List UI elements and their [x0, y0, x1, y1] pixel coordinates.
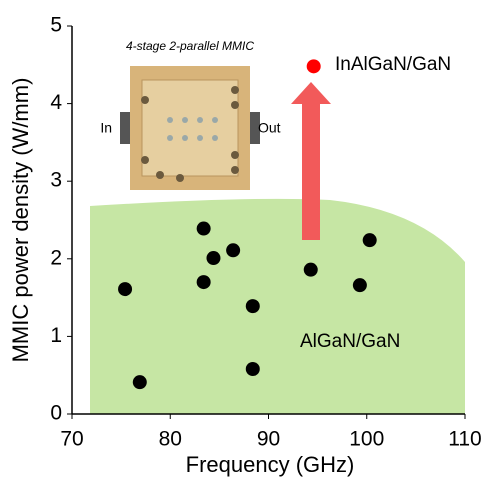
inset-in-label: In: [100, 120, 112, 136]
y-tick-label: 1: [50, 324, 62, 347]
y-tick-label: 0: [50, 402, 62, 425]
point: [196, 221, 211, 236]
point: [118, 282, 133, 297]
point: [352, 278, 367, 293]
point: [196, 275, 211, 290]
x-tick-label: 90: [257, 428, 280, 451]
inset-title: 4-stage 2-parallel MMIC: [126, 39, 254, 53]
arrow: [291, 82, 331, 240]
point: [226, 243, 241, 258]
x-tick-label: 70: [60, 428, 83, 451]
point: [206, 251, 221, 266]
point: [362, 233, 377, 248]
point: [303, 262, 318, 277]
y-tick-label: 2: [50, 246, 62, 269]
mmic-inset: 4-stage 2-parallel MMIC In Out: [100, 39, 281, 190]
y-tick-label: 4: [50, 91, 62, 114]
series-label: AlGaN/GaN: [300, 331, 400, 352]
inset-out-label: Out: [258, 120, 281, 136]
algan-region: [90, 198, 465, 414]
point: [132, 375, 147, 390]
y-tick-label: 3: [50, 169, 62, 192]
point: [245, 361, 260, 376]
point: [306, 59, 321, 74]
point: [245, 299, 260, 314]
x-tick-label: 80: [159, 428, 182, 451]
x-tick-label: 100: [349, 428, 384, 451]
x-axis-title: Frequency (GHz): [186, 452, 355, 477]
y-tick-label: 5: [50, 14, 62, 37]
x-tick-label: 110: [448, 428, 481, 451]
series-label: InAlGaN/GaN: [335, 54, 451, 75]
y-axis-title: MMIC power density (W/mm): [8, 78, 33, 363]
